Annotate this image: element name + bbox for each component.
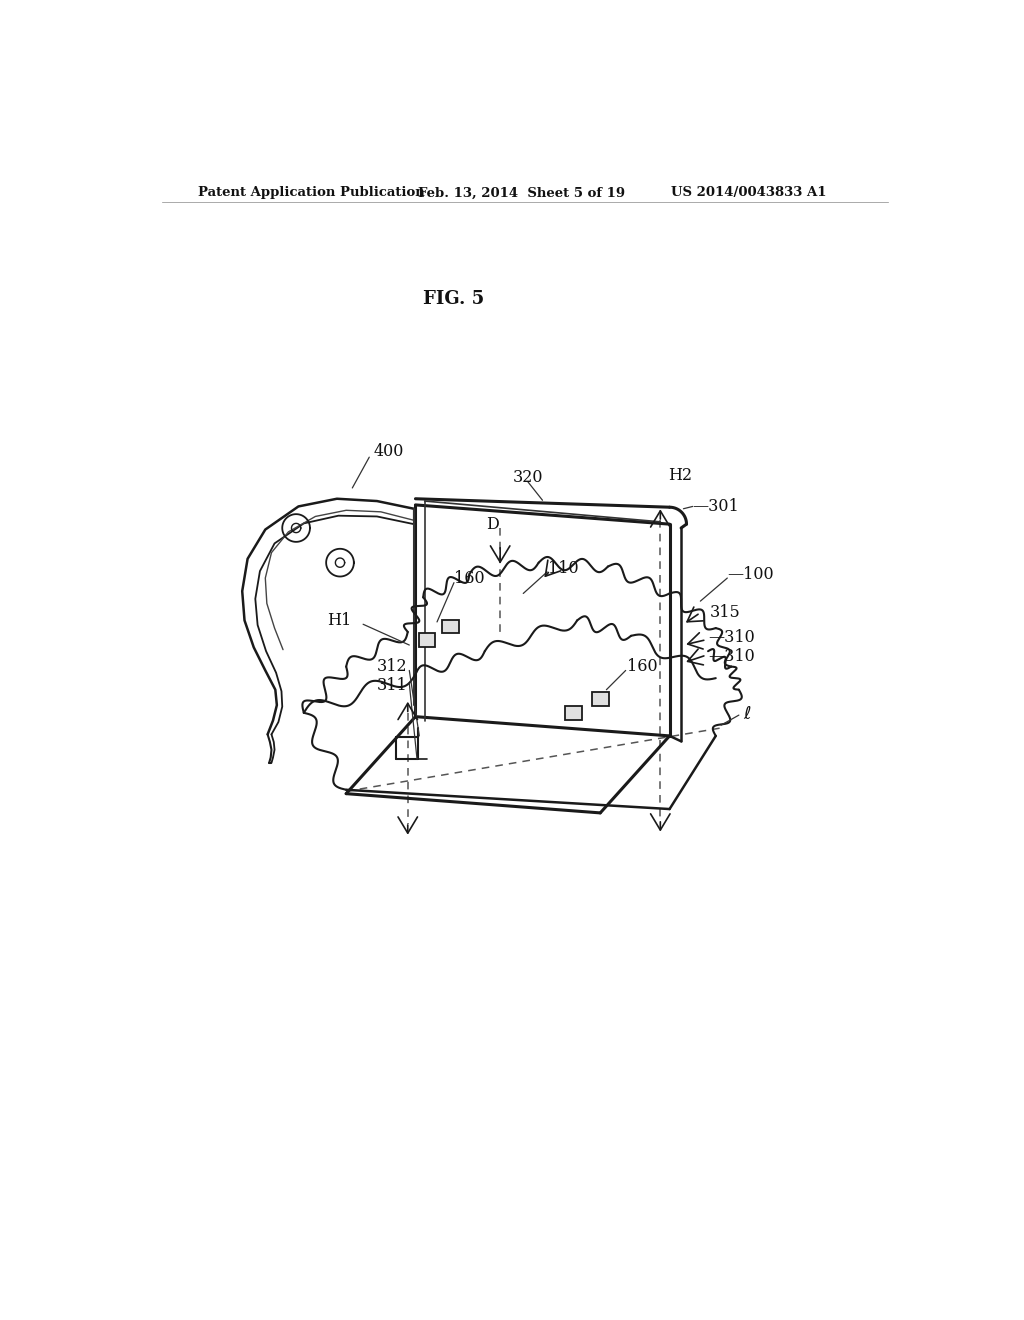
Text: —310: —310 [708, 648, 755, 665]
Text: 160: 160 [628, 659, 657, 675]
Text: US 2014/0043833 A1: US 2014/0043833 A1 [671, 186, 826, 199]
Text: 311: 311 [377, 677, 408, 694]
Text: D: D [486, 516, 499, 533]
Text: —301: —301 [692, 498, 739, 515]
Bar [419, 632, 435, 647]
Text: $\ell$: $\ell$ [742, 705, 752, 723]
Text: Feb. 13, 2014  Sheet 5 of 19: Feb. 13, 2014 Sheet 5 of 19 [419, 186, 626, 199]
Text: H1: H1 [327, 612, 351, 628]
Text: 312: 312 [377, 659, 408, 675]
Bar [441, 619, 459, 634]
Text: 315: 315 [710, 605, 740, 622]
Text: —310: —310 [708, 628, 755, 645]
Bar [565, 706, 582, 719]
Text: FIG. 5: FIG. 5 [423, 289, 484, 308]
Text: 110: 110 [548, 560, 579, 577]
Text: Patent Application Publication: Patent Application Publication [198, 186, 424, 199]
Text: H2: H2 [668, 467, 692, 484]
Text: —100: —100 [727, 566, 774, 582]
Text: 160: 160 [454, 569, 484, 586]
Text: 400: 400 [373, 442, 403, 459]
Bar [592, 692, 608, 706]
Text: 320: 320 [513, 470, 544, 487]
